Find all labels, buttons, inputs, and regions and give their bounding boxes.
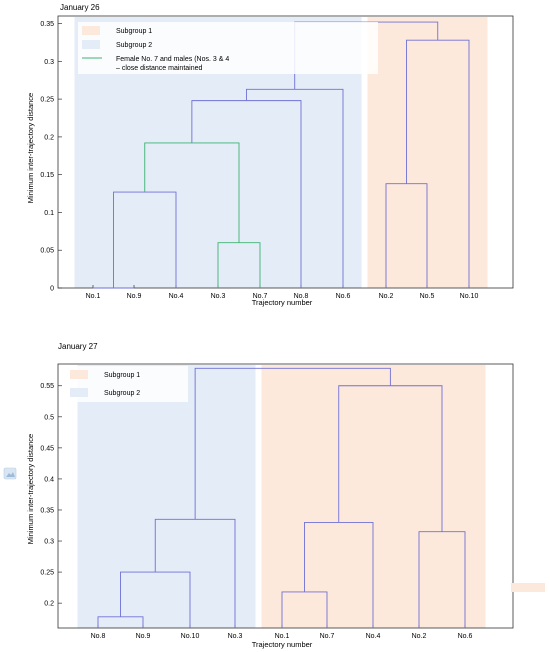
x-tick-label: No.4 xyxy=(366,633,381,640)
y-tick-label: 0.3 xyxy=(44,539,54,546)
legend-swatch xyxy=(82,26,100,35)
y-tick-label: 0.1 xyxy=(44,210,54,217)
x-tick-label: No.6 xyxy=(336,293,351,300)
dendrogram-link xyxy=(406,39,470,288)
y-tick-label: 0.5 xyxy=(44,414,54,421)
y-tick-label: 0.15 xyxy=(40,172,54,179)
x-tick-label: No.1 xyxy=(275,633,290,640)
panel-title: January 27 xyxy=(58,342,98,351)
x-tick-label: No.10 xyxy=(181,633,200,640)
x-tick-label: No.4 xyxy=(169,293,184,300)
y-tick-label: 0.25 xyxy=(40,97,54,104)
panel-title: January 26 xyxy=(60,3,100,12)
legend-label: Female No. 7 and males (Nos. 3 & 4– clos… xyxy=(116,56,229,72)
group-shading-subgroup-1 xyxy=(261,365,486,628)
x-tick-label: No.9 xyxy=(136,633,151,640)
y-axis-label: Minimum inter-trajectory distance xyxy=(26,434,35,544)
x-axis-label: Trajectory number xyxy=(252,640,313,649)
y-tick-label: 0.4 xyxy=(44,476,54,483)
x-tick-label: No.9 xyxy=(127,293,142,300)
plot-frame xyxy=(57,363,514,629)
x-tick-label: No.8 xyxy=(294,293,309,300)
dendrogram-panel-jan26: 0 0.05 0.1 0.15 0.2 0.25 0.3 0.35 No.1 No.9 No.4 No… xyxy=(26,3,514,307)
x-tick-label: No.6 xyxy=(458,633,473,640)
y-axis-label: Minimum inter-trajectory distance xyxy=(26,93,35,203)
y-tick-label: 0.35 xyxy=(40,507,54,514)
group-shading-subgroup-2 xyxy=(77,365,256,628)
plot-frame xyxy=(57,15,514,289)
x-tick-label: No.5 xyxy=(420,293,435,300)
legend-label: Subgroup 2 xyxy=(116,42,152,49)
dendrogram-link xyxy=(217,242,261,288)
x-tick-label: No.3 xyxy=(228,633,243,640)
legend-swatch xyxy=(82,40,100,49)
x-tick-label: No.2 xyxy=(412,633,427,640)
legend-label: Subgroup 1 xyxy=(104,372,140,379)
y-tick-label: 0.25 xyxy=(40,570,54,577)
x-tick-label: No.10 xyxy=(460,293,479,300)
y-tick-label: 0.55 xyxy=(40,383,54,390)
y-tick-label: 0 xyxy=(50,286,54,293)
stray-shading-patch xyxy=(511,583,545,592)
x-tick-label: No.7 xyxy=(320,633,335,640)
dendrogram-link xyxy=(194,367,391,520)
dendrogram-link xyxy=(97,616,144,628)
image-icon-mountain xyxy=(6,472,15,477)
dendrogram-panel-jan27: 0.2 0.25 0.3 0.35 0.4 0.45 0.5 0.55 No.8 No.9 No.1… xyxy=(26,342,514,649)
image-icon-frame xyxy=(3,467,17,480)
y-tick-label: 0.2 xyxy=(44,134,54,141)
group-shading-subgroup-1 xyxy=(367,17,488,288)
legend-label: Subgroup 2 xyxy=(104,390,140,397)
legend-label: Subgroup 1 xyxy=(116,28,152,35)
y-tick-label: 0.2 xyxy=(44,601,54,608)
x-tick-label: No.3 xyxy=(211,293,226,300)
legend-swatch xyxy=(70,388,88,397)
x-tick-label: No.2 xyxy=(379,293,394,300)
image-placeholder-icon xyxy=(3,467,17,480)
y-tick-label: 0.35 xyxy=(40,21,54,28)
x-tick-label: No.1 xyxy=(86,293,101,300)
y-tick-label: 0.05 xyxy=(40,248,54,255)
x-tick-label: No.8 xyxy=(91,633,106,640)
dendrogram-link xyxy=(245,88,344,288)
legend-swatch xyxy=(70,370,88,379)
x-axis-label: Trajectory number xyxy=(252,298,313,307)
y-tick-label: 0.45 xyxy=(40,445,54,452)
x-tick-label: No.7 xyxy=(253,293,268,300)
dendrogram-link xyxy=(418,531,466,628)
y-tick-label: 0.3 xyxy=(44,59,54,66)
dendrogram-link xyxy=(281,591,328,628)
legend-box xyxy=(78,22,378,74)
